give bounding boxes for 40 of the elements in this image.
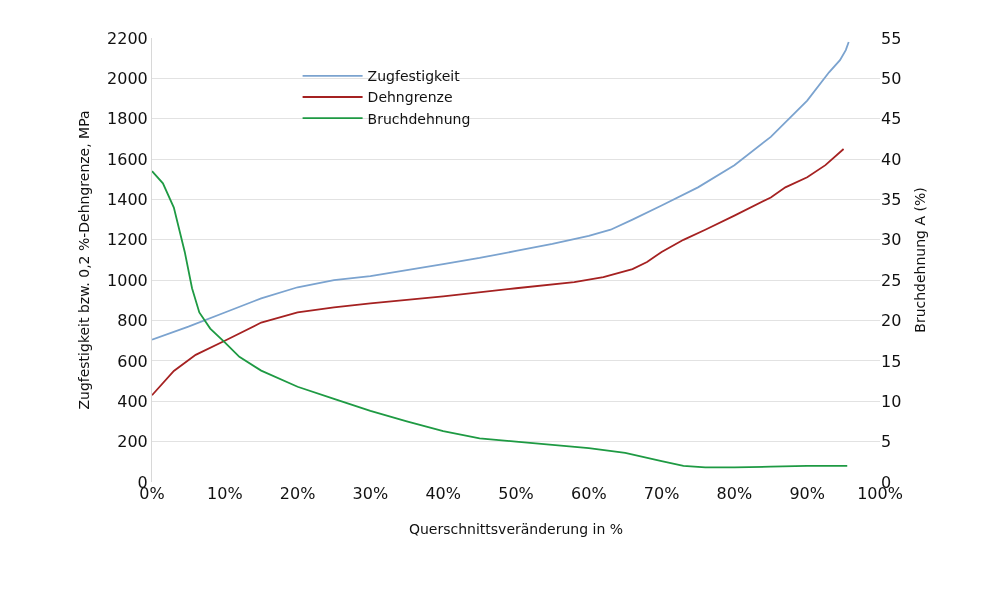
y2-tick-label: 35 — [881, 190, 902, 210]
y2-tick-label: 40 — [881, 149, 902, 169]
y2-tick-label: 15 — [881, 351, 902, 371]
y2-tick-label: 5 — [881, 432, 892, 452]
y-tick-label: 2000 — [107, 68, 148, 88]
y2-tick-label: 45 — [881, 109, 902, 129]
legend-label: Zugfestigkeit — [367, 68, 461, 85]
y-tick-label: 600 — [117, 351, 148, 371]
y-tick-label: 1000 — [107, 270, 148, 290]
y-tick-label: 400 — [117, 391, 148, 411]
y-tick-label: 1400 — [107, 190, 148, 210]
y-tick-label: 200 — [117, 432, 148, 452]
x-tick-label: 30% — [352, 484, 389, 503]
y2-tick-label: 30 — [881, 230, 902, 250]
y2-tick-label: 25 — [881, 270, 902, 290]
legend-label: Bruchdehnung — [367, 110, 471, 127]
y2-tick-label: 20 — [881, 311, 902, 331]
y-tick-label: 800 — [117, 311, 148, 331]
x-tick-label: 40% — [425, 484, 461, 503]
line-series — [152, 148, 845, 397]
x-tick-label: 10% — [207, 484, 243, 503]
y2-axis-title: Bruchdehnung A (%) — [911, 187, 928, 333]
line-series — [152, 170, 849, 469]
x-tick-label: 50% — [498, 484, 534, 503]
x-tick-label: 20% — [279, 484, 316, 503]
x-tick-label: 70% — [643, 484, 680, 503]
y-tick-label: 1600 — [107, 149, 148, 169]
x-tick-label: 90% — [789, 484, 825, 503]
y-tick-label: 1800 — [107, 109, 148, 129]
y-axis-title: Zugfestigkeit bzw. 0,2 %-Dehngrenze, MPa — [75, 110, 92, 410]
x-axis-title: Querschnittsveränderung in % — [408, 521, 624, 538]
x-tick-label: 80% — [716, 484, 753, 503]
y-tick-label: 1200 — [107, 230, 148, 250]
y2-tick-label: 10 — [881, 391, 902, 411]
y-tick-label: 2200 — [107, 28, 148, 48]
y2-tick-label: 50 — [881, 68, 902, 88]
x-tick-label: 60% — [571, 484, 607, 503]
y2-tick-label: 55 — [881, 28, 902, 48]
line-series — [152, 41, 850, 341]
legend-label: Dehngrenze — [367, 89, 453, 106]
